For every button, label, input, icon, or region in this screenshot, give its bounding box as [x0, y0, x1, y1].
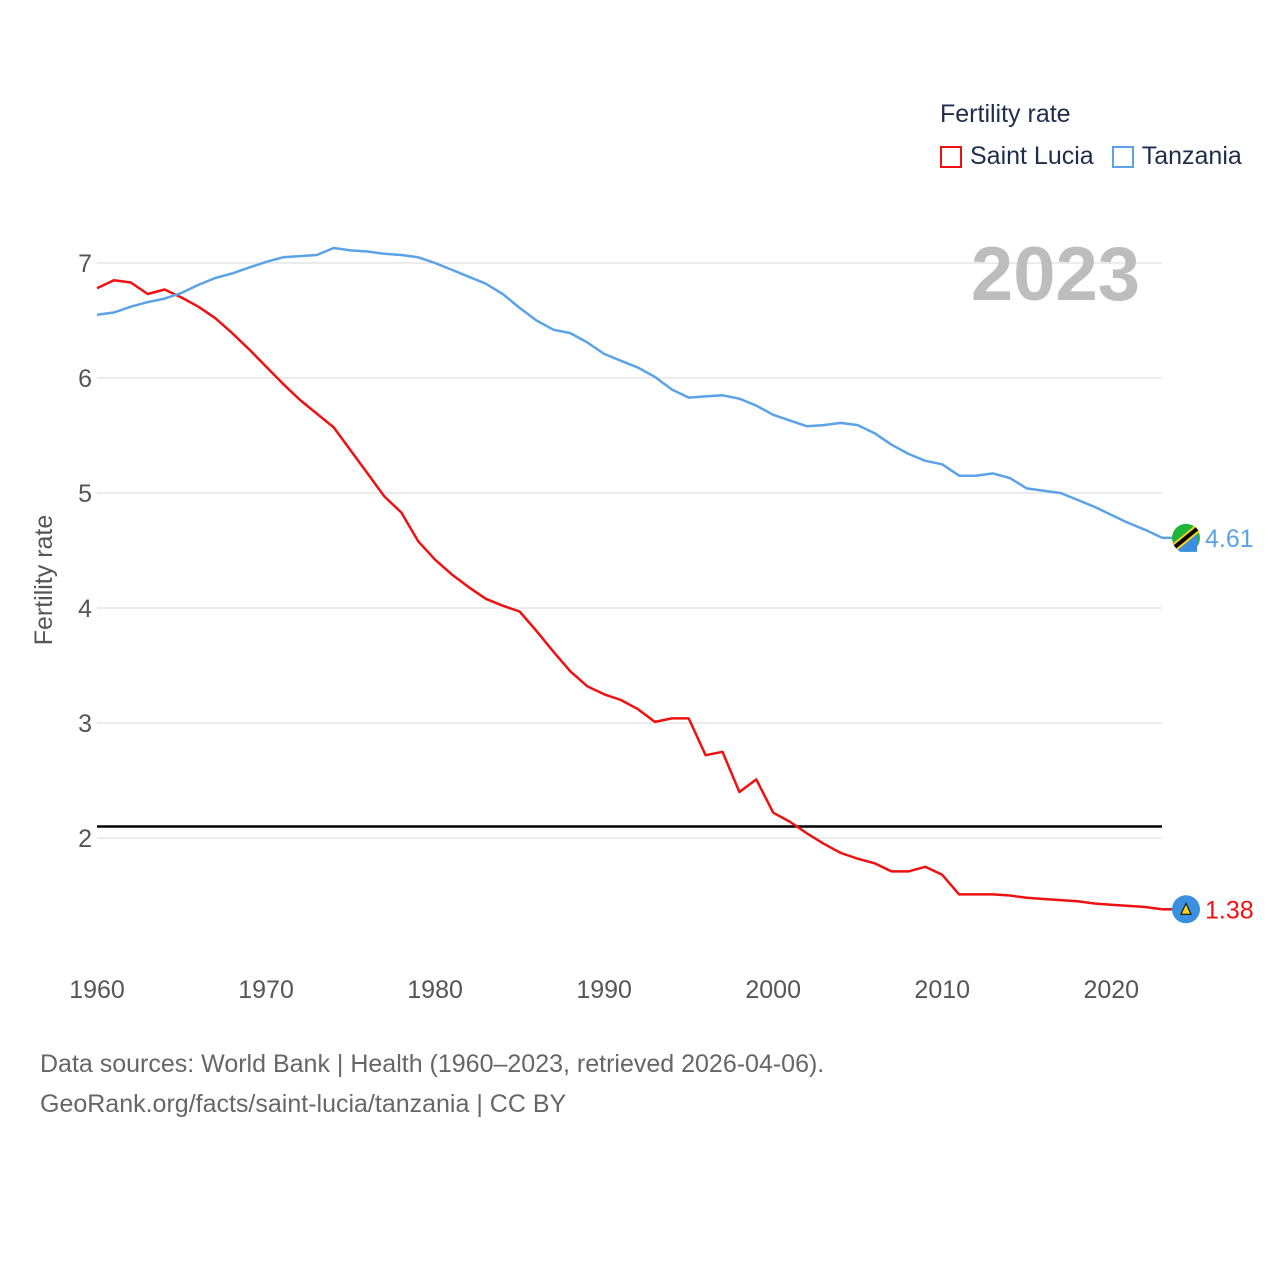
year-label: 2023	[971, 232, 1140, 317]
legend-label-tanzania: Tanzania	[1141, 142, 1242, 170]
legend-label-saint-lucia: Saint Lucia	[970, 142, 1094, 170]
end-value-label-saint-lucia: 1.38	[1205, 896, 1254, 924]
flag-icon-saint-lucia	[1172, 895, 1200, 924]
legend-swatch-tanzania	[1111, 145, 1134, 168]
source-line-2[interactable]: GeoRank.org/facts/saint-lucia/tanzania |…	[40, 1090, 567, 1118]
legend: Saint Lucia Tanzania	[940, 142, 1260, 171]
legend-title: Fertility rate	[940, 100, 1071, 128]
y-tick-label: 6	[78, 365, 92, 393]
x-tick-label: 2010	[914, 976, 970, 1004]
end-value-label-tanzania: 4.61	[1205, 525, 1254, 553]
y-axis-label: Fertility rate	[30, 515, 58, 646]
flag-stripe-black	[1173, 527, 1199, 549]
x-tick-label: 1960	[69, 976, 125, 1004]
flag-icon-tanzania	[1172, 523, 1200, 552]
y-tick-label: 2	[78, 825, 92, 853]
flag-triangle	[1180, 902, 1192, 915]
legend-item-saint-lucia[interactable]: Saint Lucia	[940, 142, 1094, 171]
x-tick-label: 1990	[576, 976, 632, 1004]
y-tick-label: 4	[78, 595, 92, 623]
x-tick-label: 1970	[238, 976, 294, 1004]
y-axis-ticks: 2 3 4 5 6 7	[78, 250, 92, 853]
x-tick-label: 2020	[1083, 976, 1139, 1004]
source-line-1: Data sources: World Bank | Health (1960–…	[40, 1050, 825, 1078]
source-note: Data sources: World Bank | Health (1960–…	[40, 1044, 824, 1124]
y-tick-label: 3	[78, 710, 92, 738]
series-lines	[96, 246, 1163, 911]
x-tick-label: 2000	[745, 976, 801, 1004]
y-tick-label: 5	[78, 480, 92, 508]
legend-item-tanzania[interactable]: Tanzania	[1111, 142, 1242, 171]
end-markers: 1.38 4.61	[1162, 523, 1254, 924]
grid-lines	[97, 262, 1162, 839]
series-line-saint-lucia	[96, 279, 1163, 911]
x-tick-label: 1980	[407, 976, 463, 1004]
y-tick-label: 7	[78, 250, 92, 278]
x-axis-ticks: 1960 1970 1980 1990 2000 2010 2020	[69, 976, 1139, 1004]
series-line-tanzania	[96, 246, 1163, 539]
legend-swatch-saint-lucia	[940, 145, 962, 168]
